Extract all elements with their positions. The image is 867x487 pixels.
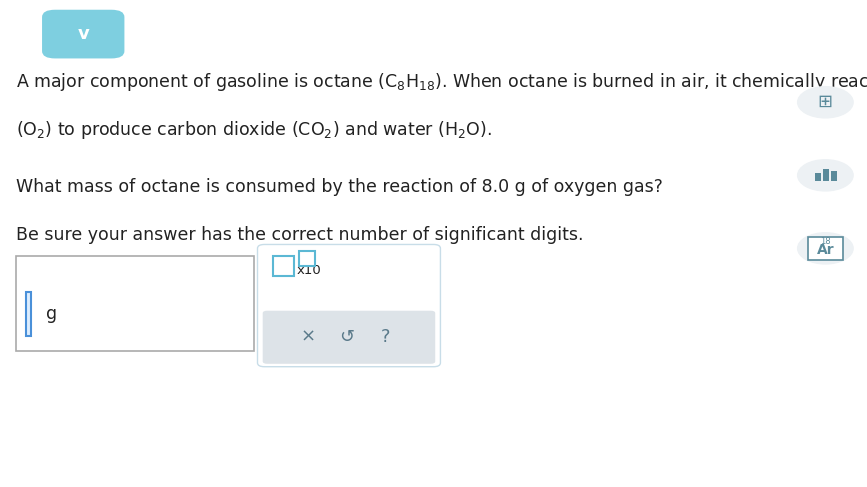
Text: A major component of gasoline is octane $\mathregular{\left(C_8H_{18}\right)}$. : A major component of gasoline is octane … xyxy=(16,71,867,93)
Text: ?: ? xyxy=(381,328,390,346)
Text: x10: x10 xyxy=(297,264,322,277)
FancyBboxPatch shape xyxy=(257,244,440,367)
Circle shape xyxy=(798,233,853,264)
Text: v: v xyxy=(77,25,89,43)
FancyBboxPatch shape xyxy=(16,256,254,351)
Text: ⊞: ⊞ xyxy=(818,94,833,111)
Text: 18: 18 xyxy=(820,237,831,246)
FancyBboxPatch shape xyxy=(26,292,31,336)
FancyBboxPatch shape xyxy=(273,256,294,276)
Text: Be sure your answer has the correct number of significant digits.: Be sure your answer has the correct numb… xyxy=(16,226,583,244)
Text: ↺: ↺ xyxy=(339,328,355,346)
Text: $\mathregular{\left(O_2\right)}$ to produce carbon dioxide $\mathregular{\left(C: $\mathregular{\left(O_2\right)}$ to prod… xyxy=(16,119,492,141)
Text: g: g xyxy=(46,305,57,323)
FancyBboxPatch shape xyxy=(808,237,843,260)
Text: What mass of octane is consumed by the reaction of 8.0 g of oxygen gas?: What mass of octane is consumed by the r… xyxy=(16,178,662,196)
FancyBboxPatch shape xyxy=(42,10,125,58)
FancyBboxPatch shape xyxy=(299,251,315,266)
FancyBboxPatch shape xyxy=(815,173,821,181)
FancyBboxPatch shape xyxy=(823,169,829,181)
FancyBboxPatch shape xyxy=(831,171,837,181)
Circle shape xyxy=(798,87,853,118)
Text: ×: × xyxy=(300,328,316,346)
FancyBboxPatch shape xyxy=(263,311,435,364)
Circle shape xyxy=(798,160,853,191)
Text: Ar: Ar xyxy=(817,243,834,257)
